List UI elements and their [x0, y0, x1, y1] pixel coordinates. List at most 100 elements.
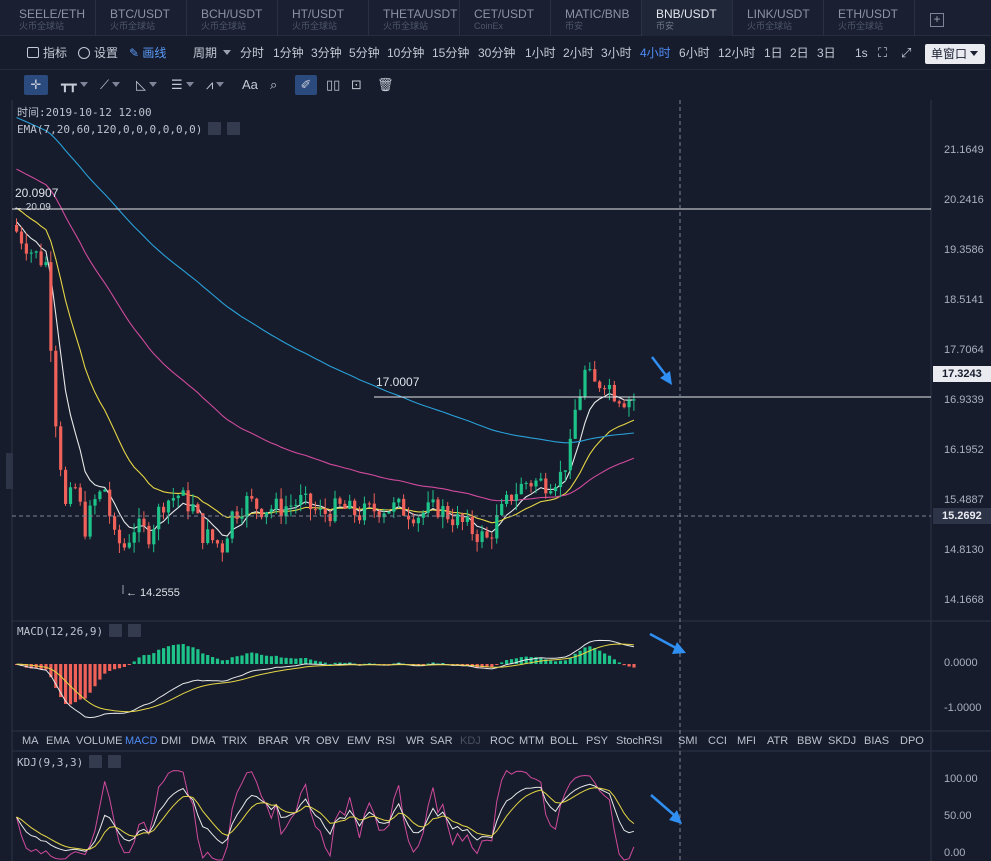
settings-button[interactable]: 设置 — [78, 45, 118, 61]
draw-button[interactable]: ✎ 画线 — [129, 45, 166, 61]
indicator-obv[interactable]: OBV — [316, 735, 340, 747]
tab-eth-usdt[interactable]: ETH/USDT 火币全球站 — [824, 0, 915, 36]
timeframe-30m[interactable]: 30分钟 — [478, 46, 516, 60]
indicator-mfi[interactable]: MFI — [737, 735, 756, 747]
period-dropdown[interactable]: 周期 — [193, 45, 232, 61]
measure-tool[interactable]: ⌕ — [270, 75, 277, 95]
timeframe-15m[interactable]: 15分钟 — [432, 46, 470, 60]
close-icon[interactable] — [108, 755, 122, 768]
indicator-emv[interactable]: EMV — [347, 735, 371, 747]
indicator-mtm[interactable]: MTM — [519, 735, 545, 747]
window-mode-dropdown[interactable]: 单窗口 — [925, 44, 985, 64]
indicator-rsi[interactable]: RSI — [377, 735, 396, 747]
timeframe-6h[interactable]: 6小时 — [679, 46, 710, 60]
timeframe-1h[interactable]: 1小时 — [525, 46, 556, 60]
indicator-cci[interactable]: CCI — [708, 735, 727, 747]
timeframe-12h[interactable]: 12小时 — [718, 46, 756, 60]
timeframe-3h[interactable]: 3小时 — [601, 46, 632, 60]
timeframe-10m[interactable]: 10分钟 — [387, 46, 425, 60]
candle-body — [475, 534, 479, 543]
tab-link-usdt[interactable]: LINK/USDT 火币全球站 — [733, 0, 824, 36]
indicator-kdj[interactable]: KDJ — [460, 735, 481, 747]
tab-bnb-usdt[interactable]: BNB/USDT 币安 — [642, 0, 733, 36]
time-readout: 时间:2019-10-12 12:00 — [17, 106, 152, 119]
indicator-brar[interactable]: BRAR — [258, 735, 289, 747]
indicator-skdj[interactable]: SKDJ — [828, 735, 857, 747]
angle-tool[interactable]: ◺ — [136, 75, 157, 95]
timeframe-2d[interactable]: 2日 — [790, 46, 809, 60]
fullscreen-icon[interactable]: ⛶ — [878, 45, 888, 60]
timeframe-1d[interactable]: 1日 — [764, 46, 783, 60]
indicator-bbw[interactable]: BBW — [797, 735, 823, 747]
indicators-button[interactable]: 指标 — [27, 45, 67, 61]
candle-body — [245, 496, 249, 517]
tab-btc-usdt[interactable]: BTC/USDT 火币全球站 — [96, 0, 187, 36]
tab-ht-usdt[interactable]: HT/USDT 火币全球站 — [278, 0, 369, 36]
indicator-macd[interactable]: MACD — [125, 735, 158, 747]
close-icon[interactable] — [128, 624, 142, 637]
candle-body — [299, 494, 303, 505]
indicator-psy[interactable]: PSY — [586, 735, 609, 747]
current-price-tag: 17.3243 — [933, 366, 991, 382]
indicator-dpo[interactable]: DPO — [900, 735, 924, 747]
delete-tool[interactable]: 🗑 — [377, 75, 394, 95]
measure-icon: ⌕ — [270, 77, 278, 92]
tab-matic-bnb[interactable]: MATIC/BNB 币安 — [551, 0, 642, 36]
indicator-dmi[interactable]: DMI — [161, 735, 182, 747]
line-tool[interactable]: ⟋ — [100, 75, 121, 95]
indicator-wr[interactable]: WR — [406, 735, 425, 747]
macd-bar — [269, 656, 273, 664]
expand-icon[interactable]: ⤢ — [901, 45, 912, 60]
indicator-smi[interactable]: SMI — [678, 735, 698, 747]
collapse-handle[interactable] — [6, 453, 13, 489]
interval-1s[interactable]: 1s — [855, 46, 868, 60]
indicator-stochrsi[interactable]: StochRSI — [616, 735, 663, 747]
indicator-atr[interactable]: ATR — [767, 735, 789, 747]
indicator-bias[interactable]: BIAS — [864, 735, 890, 747]
lock-tool[interactable]: ⊡ — [351, 75, 362, 95]
tab-theta-usdt[interactable]: THETA/USDT 火币全球站 — [369, 0, 460, 36]
timeframe-1m[interactable]: 1分钟 — [273, 46, 304, 60]
crosshair-tool[interactable]: ✛ — [24, 75, 48, 95]
settings-icon[interactable] — [109, 624, 123, 637]
candle-body — [367, 503, 371, 505]
tab-seele-eth[interactable]: SEELE/ETH 火币全球站 — [5, 0, 96, 36]
indicator-ma[interactable]: MA — [22, 735, 39, 747]
pen-tool[interactable]: ✐ — [295, 75, 317, 95]
settings-icon[interactable] — [208, 122, 222, 135]
macd-bar — [333, 662, 337, 664]
indicator-dma[interactable]: DMA — [191, 735, 216, 747]
timeframe-5m[interactable]: 5分钟 — [349, 46, 380, 60]
indicator-vr[interactable]: VR — [295, 735, 311, 747]
candle-body — [505, 494, 509, 504]
settings-icon[interactable] — [89, 755, 103, 768]
ruler-tool[interactable]: ┳┳ — [61, 75, 88, 95]
indicator-ema[interactable]: EMA — [46, 735, 70, 747]
timeframe-4h[interactable]: 4小时 — [640, 46, 671, 60]
macd-bar — [563, 660, 567, 664]
timeframe-2h[interactable]: 2小时 — [563, 46, 594, 60]
add-tab-button[interactable]: + — [930, 13, 944, 27]
timeframe-3m[interactable]: 3分钟 — [311, 46, 342, 60]
settings-label: 设置 — [94, 46, 119, 60]
chevron-down-icon — [112, 82, 121, 87]
timeframe-3d[interactable]: 3日 — [817, 46, 836, 60]
indicator-roc[interactable]: ROC — [490, 735, 515, 747]
candle-body — [632, 399, 636, 401]
indicator-trix[interactable]: TRIX — [222, 735, 248, 747]
tab-pair: HT/USDT — [292, 7, 344, 21]
indicator-sar[interactable]: SAR — [430, 735, 453, 747]
indicator-boll[interactable]: BOLL — [550, 735, 579, 747]
candle-tool[interactable]: ▯▯ — [326, 75, 340, 95]
wave-tool[interactable]: ⩘ — [206, 75, 225, 95]
text-tool[interactable]: Aa — [242, 77, 258, 92]
tab-bch-usdt[interactable]: BCH/USDT 火币全球站 — [187, 0, 278, 36]
indicator-volume[interactable]: VOLUME — [76, 735, 123, 747]
timeframe-fenshi[interactable]: 分时 — [240, 46, 265, 60]
fib-tool[interactable]: ☰ — [171, 75, 194, 95]
tab-pair: MATIC/BNB — [565, 7, 630, 21]
close-icon[interactable] — [227, 122, 241, 135]
tab-cet-usdt[interactable]: CET/USDT CoinEx — [460, 0, 551, 36]
symbol-tab-bar: SEELE/ETH 火币全球站 BTC/USDT 火币全球站 BCH/USDT 火币全… — [0, 0, 991, 36]
